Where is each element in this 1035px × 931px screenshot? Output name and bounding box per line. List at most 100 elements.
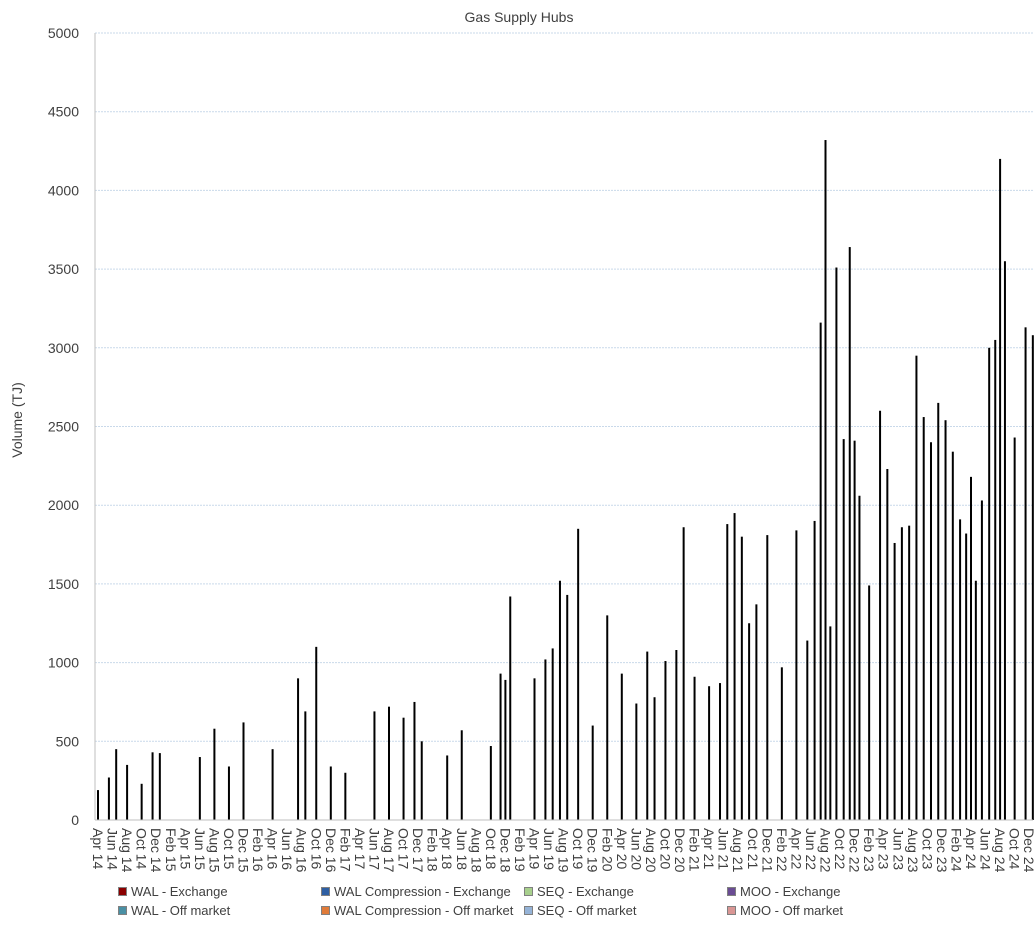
x-tick-label: Aug 23 xyxy=(905,828,921,873)
bar-layer xyxy=(97,140,1034,821)
bar xyxy=(937,402,940,820)
legend-label: WAL - Exchange xyxy=(131,884,228,899)
bar xyxy=(675,650,678,820)
x-tick-label: Jun 16 xyxy=(279,828,295,870)
x-tick-label: Jun 22 xyxy=(803,828,819,870)
bar xyxy=(974,580,977,820)
bar xyxy=(509,596,512,820)
bar xyxy=(908,525,911,820)
x-tick-label: Feb 19 xyxy=(512,828,528,872)
bar xyxy=(107,777,110,820)
y-tick-label: 2000 xyxy=(48,497,79,513)
legend-item: WAL - Off market xyxy=(118,903,321,918)
legend-item: WAL Compression - Exchange xyxy=(321,884,524,899)
x-tick-label: Apr 17 xyxy=(352,828,368,869)
y-tick-label: 2500 xyxy=(48,419,79,435)
x-tick-label: Feb 17 xyxy=(337,828,353,872)
bar xyxy=(819,322,822,820)
y-tick-label: 4500 xyxy=(48,104,79,120)
bar xyxy=(504,679,507,820)
x-tick-label: Aug 14 xyxy=(119,828,135,873)
chart-svg: Gas Supply Hubs Volume (TJ) 0 500 1000 1500… xyxy=(9,9,1035,873)
bar xyxy=(733,513,736,820)
bar xyxy=(499,673,502,820)
x-tick-label: Aug 24 xyxy=(992,828,1008,873)
bar xyxy=(1031,335,1034,820)
bar xyxy=(329,766,332,820)
x-tick-label: Oct 24 xyxy=(1007,828,1023,869)
legend-item: WAL - Exchange xyxy=(118,884,321,899)
x-tick-label: Oct 15 xyxy=(221,828,237,869)
bar xyxy=(693,676,696,820)
bar xyxy=(115,749,118,820)
legend-label: SEQ - Exchange xyxy=(537,884,634,899)
bar xyxy=(922,417,925,820)
legend-swatch xyxy=(727,887,736,896)
x-tick-label: Jun 18 xyxy=(454,828,470,870)
legend-swatch xyxy=(321,906,330,915)
bar xyxy=(766,535,769,820)
x-tick-label: Apr 18 xyxy=(439,828,455,869)
x-tick-label: Oct 23 xyxy=(919,828,935,869)
bar xyxy=(858,495,861,820)
bar xyxy=(994,339,997,820)
x-tick-label: Oct 14 xyxy=(134,828,150,869)
y-tick-label: 4000 xyxy=(48,182,79,198)
bar xyxy=(748,623,751,820)
legend-label: WAL Compression - Off market xyxy=(334,903,514,918)
x-tick-label: Jun 23 xyxy=(890,828,906,870)
bar xyxy=(682,527,685,820)
bar xyxy=(893,542,896,820)
bar xyxy=(835,267,838,820)
bar xyxy=(708,686,711,820)
grid-layer xyxy=(95,32,1033,742)
x-tick-label: Aug 22 xyxy=(818,828,834,873)
x-tick-label: Aug 20 xyxy=(643,828,659,873)
x-tick-label: Aug 21 xyxy=(730,828,746,873)
x-tick-label: Feb 18 xyxy=(425,828,441,872)
bar xyxy=(1024,327,1027,820)
bar xyxy=(315,646,318,820)
bar xyxy=(646,651,649,820)
x-tick-label: Oct 18 xyxy=(483,828,499,869)
legend: WAL - Exchange WAL Compression - Exchange… xyxy=(118,884,1018,918)
x-tick-label: Oct 21 xyxy=(745,828,761,869)
x-tick-label: Dec 19 xyxy=(585,828,601,873)
x-tick-label: Jun 14 xyxy=(105,828,121,870)
x-tick-label: Apr 20 xyxy=(614,828,630,869)
x-tick-label: Dec 14 xyxy=(148,828,164,873)
bar xyxy=(151,752,154,820)
y-tick-label: 3000 xyxy=(48,340,79,356)
legend-swatch xyxy=(118,906,127,915)
bar xyxy=(606,615,609,820)
bar xyxy=(653,697,656,820)
legend-item: MOO - Off market xyxy=(727,903,930,918)
bar xyxy=(842,439,845,820)
bar xyxy=(97,790,99,820)
bar xyxy=(551,648,554,820)
y-tick-label: 5000 xyxy=(48,25,79,41)
y-tick-label: 1000 xyxy=(48,655,79,671)
bar xyxy=(344,772,347,820)
bar xyxy=(304,711,307,820)
x-tick-label: Apr 21 xyxy=(701,828,717,869)
x-tick-label: Jun 21 xyxy=(716,828,732,870)
bar xyxy=(227,766,230,820)
bar xyxy=(489,746,492,820)
bar xyxy=(533,678,536,820)
bar xyxy=(140,783,143,820)
bar xyxy=(965,533,968,820)
x-tick-label: Dec 16 xyxy=(323,828,339,873)
x-tick-label: Feb 15 xyxy=(163,828,179,872)
x-tick-label: Dec 21 xyxy=(759,828,775,873)
bar xyxy=(577,528,580,820)
legend-label: WAL Compression - Exchange xyxy=(334,884,511,899)
x-tick-label: Oct 19 xyxy=(570,828,586,869)
bar xyxy=(944,420,947,820)
x-tick-label: Jun 17 xyxy=(366,828,382,870)
x-tick-label: Dec 20 xyxy=(672,828,688,873)
x-tick-label: Feb 23 xyxy=(861,828,877,872)
x-tick-label: Dec 17 xyxy=(410,828,426,873)
legend-label: WAL - Off market xyxy=(131,903,231,918)
x-tick-label: Apr 23 xyxy=(876,828,892,869)
